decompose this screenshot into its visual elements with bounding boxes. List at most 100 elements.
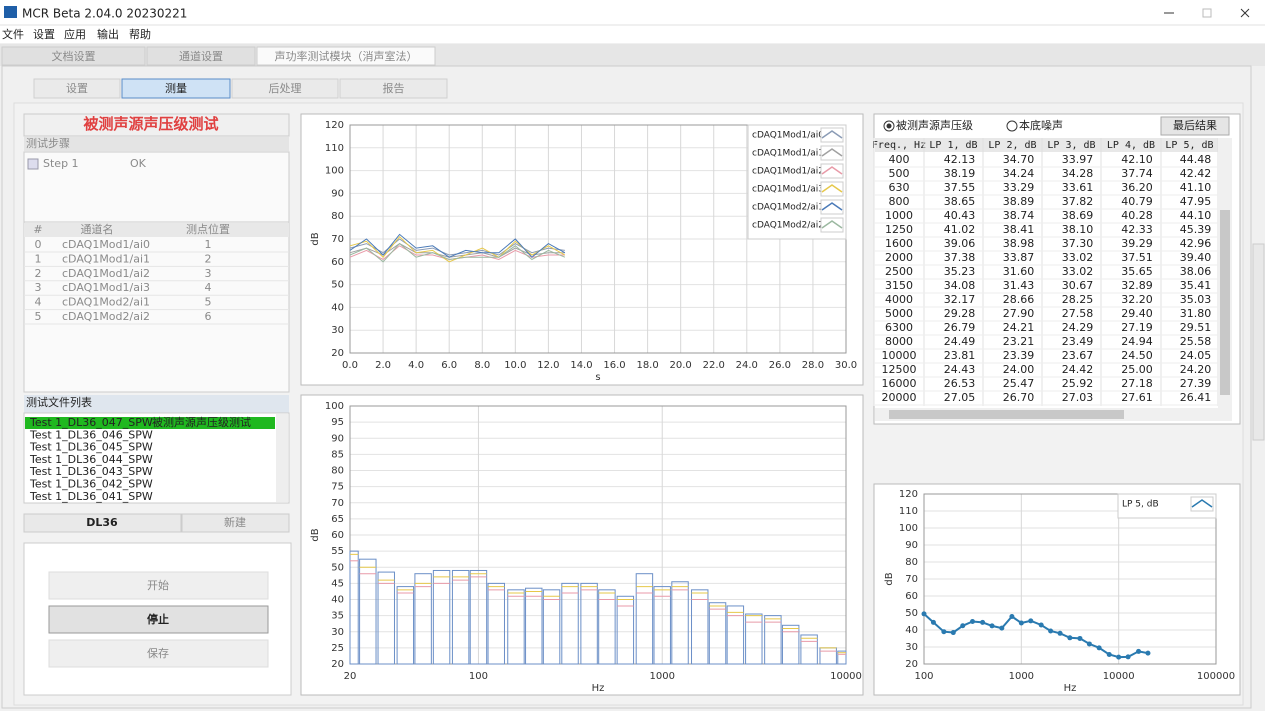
- bar: [349, 550, 359, 665]
- point-marker: [1116, 654, 1122, 660]
- column-header: LP 1, dB: [929, 140, 977, 151]
- step-status: OK: [130, 157, 147, 170]
- subtab[interactable]: [121, 78, 231, 99]
- subtab-label[interactable]: 测量: [165, 82, 187, 95]
- x-tick-label: 18.0: [636, 360, 658, 371]
- table-cell: 29.51: [1180, 321, 1212, 334]
- column-header: 测点位置: [186, 222, 230, 236]
- table-cell: 31.43: [1003, 279, 1035, 292]
- bar: [598, 589, 616, 665]
- button-label[interactable]: 停止: [147, 612, 169, 626]
- file-item[interactable]: Test 1_DL36_047_SPW: [29, 416, 153, 429]
- table-cell: 26.53: [944, 377, 976, 390]
- table-cell: 33.29: [1003, 181, 1035, 194]
- file-item[interactable]: Test 1_DL36_042_SPW: [29, 478, 153, 491]
- point-marker: [980, 619, 986, 625]
- button-label[interactable]: 保存: [147, 646, 169, 660]
- radio-label[interactable]: 被测声源声压级: [896, 118, 973, 132]
- point-marker: [1028, 618, 1034, 624]
- point-marker: [999, 625, 1005, 631]
- button[interactable]: [23, 513, 182, 533]
- table-cell: 25.92: [1062, 377, 1094, 390]
- radio-label[interactable]: 本底噪声: [1019, 118, 1063, 132]
- bar: [691, 589, 709, 665]
- table-cell: 47.95: [1180, 195, 1212, 208]
- table-cell: 24.43: [944, 363, 976, 376]
- file-item[interactable]: Test 1_DL36_046_SPW: [29, 428, 153, 441]
- table-cell: 27.90: [1003, 307, 1035, 320]
- table-cell: 38.65: [944, 195, 976, 208]
- table-cell: 32.89: [1121, 279, 1153, 292]
- button[interactable]: [48, 639, 269, 668]
- button[interactable]: [1160, 116, 1230, 136]
- menu-item[interactable]: 帮助: [129, 27, 151, 41]
- x-tick-label: 100000: [1197, 671, 1235, 682]
- subtab-label[interactable]: 后处理: [269, 82, 302, 95]
- table-cell: 38.41: [1003, 223, 1035, 236]
- file-item[interactable]: Test 1_DL36_041_SPW: [29, 490, 153, 503]
- bar: [377, 571, 395, 665]
- button-label[interactable]: 最后结果: [1173, 119, 1217, 132]
- x-tick-label: 2.0: [375, 360, 391, 371]
- table-cell: 5: [205, 296, 212, 309]
- table-cell: 23.67: [1062, 349, 1094, 362]
- menu-item[interactable]: 输出: [97, 27, 119, 41]
- side-scrollbar[interactable]: [1252, 243, 1265, 441]
- bar: [726, 605, 745, 665]
- x-axis-label: Hz: [1064, 683, 1077, 694]
- tab[interactable]: [256, 46, 436, 66]
- button-label[interactable]: DL36: [86, 516, 118, 529]
- radio-button[interactable]: [1006, 120, 1018, 132]
- tab-label[interactable]: 通道设置: [179, 49, 223, 63]
- table-cell: 42.13: [944, 153, 976, 166]
- table-header: [875, 138, 1218, 152]
- y-tick-label: 40: [905, 625, 918, 636]
- legend-swatch: [1190, 496, 1214, 512]
- table-cell: 24.50: [1121, 349, 1153, 362]
- y-axis-label: dB: [310, 528, 321, 541]
- point-marker: [941, 629, 947, 635]
- button-label[interactable]: 新建: [224, 515, 246, 529]
- tab[interactable]: [146, 46, 256, 66]
- table-cell: 37.38: [944, 251, 976, 264]
- legend-line: [1191, 499, 1213, 508]
- selected-row[interactable]: [25, 417, 275, 429]
- table-cell: 41.10: [1180, 181, 1212, 194]
- subtab[interactable]: [33, 78, 121, 99]
- scrollbar[interactable]: [276, 414, 288, 502]
- button[interactable]: [181, 513, 290, 533]
- menu-item[interactable]: 设置: [33, 28, 55, 41]
- tab-label[interactable]: 文档设置: [52, 49, 96, 63]
- table-cell: 38.69: [1062, 209, 1094, 222]
- tab-label[interactable]: 声功率测试模块（消声室法）: [275, 49, 418, 63]
- button[interactable]: [48, 571, 269, 600]
- menu-item[interactable]: 文件: [2, 27, 24, 41]
- y-tick-label: 100: [325, 166, 344, 177]
- file-item[interactable]: Test 1_DL36_043_SPW: [29, 465, 153, 478]
- subtab[interactable]: [231, 78, 339, 99]
- step-checkbox[interactable]: [27, 158, 39, 170]
- subtab-label[interactable]: 设置: [66, 82, 88, 95]
- tab[interactable]: [1, 46, 146, 66]
- x-tick-label: 100: [914, 671, 933, 682]
- x-tick-label: 30.0: [835, 360, 857, 371]
- x-tick-label: 26.0: [769, 360, 791, 371]
- table-cell: 23.21: [1003, 335, 1035, 348]
- file-item[interactable]: Test 1_DL36_045_SPW: [29, 441, 153, 454]
- y-tick-label: 95: [331, 417, 344, 428]
- button-label[interactable]: 开始: [147, 578, 169, 592]
- series-line: [349, 233, 566, 258]
- table-cell: 33.61: [1062, 181, 1094, 194]
- y-tick-label: 20: [905, 659, 918, 670]
- subtab[interactable]: [339, 78, 448, 99]
- button[interactable]: [48, 605, 269, 634]
- scrollbar-thumb[interactable]: [889, 410, 1124, 419]
- point-marker: [1077, 635, 1083, 641]
- file-item[interactable]: Test 1_DL36_044_SPW: [29, 453, 153, 466]
- legend-swatch: [820, 199, 844, 215]
- scrollbar-thumb[interactable]: [1220, 210, 1230, 395]
- menu-item[interactable]: 应用: [64, 27, 86, 41]
- bar: [635, 573, 654, 665]
- table-cell: 39.06: [944, 237, 976, 250]
- subtab-label[interactable]: 报告: [383, 81, 405, 95]
